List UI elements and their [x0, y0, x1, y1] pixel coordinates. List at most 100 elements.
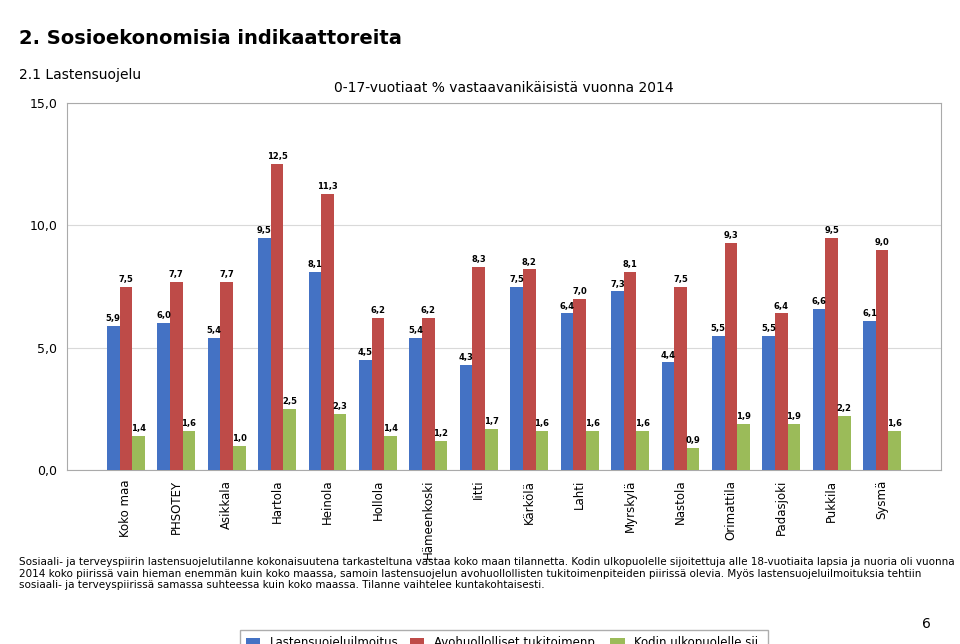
Text: 2.1 Lastensuojelu: 2.1 Lastensuojelu	[19, 68, 141, 82]
Bar	[813, 308, 826, 470]
Text: 12,5: 12,5	[267, 152, 288, 161]
Bar	[472, 267, 485, 470]
Bar	[221, 281, 233, 470]
Text: 1,6: 1,6	[887, 419, 902, 428]
Bar	[838, 416, 851, 470]
Text: 4,3: 4,3	[459, 353, 473, 362]
Text: 1,6: 1,6	[636, 419, 650, 428]
Bar	[207, 338, 221, 470]
Bar	[258, 238, 271, 470]
Text: 8,3: 8,3	[471, 255, 486, 264]
Text: 6,2: 6,2	[371, 307, 385, 316]
Text: 1,6: 1,6	[535, 419, 549, 428]
Text: 9,5: 9,5	[825, 225, 839, 234]
Bar	[334, 414, 347, 470]
Bar	[636, 431, 649, 470]
Text: 5,4: 5,4	[206, 326, 222, 335]
Text: 2,5: 2,5	[282, 397, 298, 406]
Bar	[435, 440, 447, 470]
Text: 8,1: 8,1	[623, 260, 637, 269]
Text: 6: 6	[923, 617, 931, 631]
Bar	[410, 338, 422, 470]
Text: 6,4: 6,4	[560, 301, 574, 310]
Text: 7,5: 7,5	[673, 274, 688, 283]
Bar	[586, 431, 598, 470]
Bar	[119, 287, 132, 470]
Text: 11,3: 11,3	[317, 182, 338, 191]
Bar	[182, 431, 195, 470]
Text: 1,0: 1,0	[231, 433, 247, 442]
Bar	[686, 448, 700, 470]
Text: 8,1: 8,1	[307, 260, 323, 269]
Text: 7,5: 7,5	[118, 274, 133, 283]
Bar	[536, 431, 548, 470]
Text: 4,4: 4,4	[660, 350, 676, 359]
Bar	[460, 365, 472, 470]
Text: 5,4: 5,4	[408, 326, 423, 335]
Bar	[132, 436, 145, 470]
Text: 2,2: 2,2	[837, 404, 852, 413]
Text: 7,0: 7,0	[572, 287, 587, 296]
Text: 6,6: 6,6	[811, 297, 827, 306]
Text: 1,9: 1,9	[736, 412, 751, 421]
Text: 4,5: 4,5	[358, 348, 372, 357]
Text: 5,9: 5,9	[106, 314, 121, 323]
Text: 7,7: 7,7	[169, 270, 183, 279]
Text: 9,0: 9,0	[875, 238, 890, 247]
Bar	[863, 321, 876, 470]
Bar	[889, 431, 901, 470]
Text: 5,5: 5,5	[710, 323, 726, 332]
Bar	[762, 336, 775, 470]
Bar	[308, 272, 322, 470]
Bar	[775, 314, 787, 470]
Bar	[725, 243, 737, 470]
Bar	[573, 299, 586, 470]
Text: 1,6: 1,6	[585, 419, 600, 428]
Bar	[384, 436, 396, 470]
Bar	[712, 336, 725, 470]
Bar	[674, 287, 686, 470]
Bar	[876, 250, 889, 470]
Text: 0,9: 0,9	[685, 436, 701, 445]
Text: 2,3: 2,3	[333, 402, 348, 411]
Bar	[107, 326, 119, 470]
Text: 6,0: 6,0	[156, 311, 171, 320]
Text: 6,2: 6,2	[420, 307, 436, 316]
Bar	[422, 318, 435, 470]
Bar	[511, 287, 523, 470]
Bar	[170, 281, 182, 470]
Title: 0-17-vuotiaat % vastaavanikäisistä vuonna 2014: 0-17-vuotiaat % vastaavanikäisistä vuonn…	[334, 81, 674, 95]
Bar	[561, 314, 573, 470]
Bar	[826, 238, 838, 470]
Text: 7,5: 7,5	[509, 274, 524, 283]
Bar	[612, 292, 624, 470]
Bar	[737, 424, 750, 470]
Text: 8,2: 8,2	[522, 258, 537, 267]
Text: 1,6: 1,6	[181, 419, 197, 428]
Text: 6,1: 6,1	[862, 309, 877, 318]
Text: 1,2: 1,2	[434, 429, 448, 438]
Bar	[624, 272, 636, 470]
Bar	[372, 318, 384, 470]
Bar	[523, 269, 536, 470]
Bar	[283, 409, 296, 470]
Text: 9,5: 9,5	[257, 225, 272, 234]
Bar	[787, 424, 801, 470]
Bar	[233, 446, 246, 470]
Bar	[661, 363, 674, 470]
Bar	[271, 164, 283, 470]
Text: 1,4: 1,4	[131, 424, 146, 433]
Text: Sosiaali- ja terveyspiirin lastensuojelutilanne kokonaisuutena tarkasteltuna vas: Sosiaali- ja terveyspiirin lastensuojelu…	[19, 557, 955, 591]
Text: 1,4: 1,4	[383, 424, 398, 433]
Text: 6,4: 6,4	[774, 301, 789, 310]
Text: 7,3: 7,3	[610, 279, 625, 289]
Text: 1,9: 1,9	[786, 412, 802, 421]
Bar	[359, 360, 372, 470]
Bar	[485, 428, 497, 470]
Text: 9,3: 9,3	[724, 231, 738, 240]
Text: 2. Sosioekonomisia indikaattoreita: 2. Sosioekonomisia indikaattoreita	[19, 29, 402, 48]
Text: 1,7: 1,7	[484, 417, 499, 426]
Text: 7,7: 7,7	[219, 270, 234, 279]
Legend: Lastensuojeluilmoitus, Avohuollolliset tukitoimenp., Kodin ulkopuolelle sij.: Lastensuojeluilmoitus, Avohuollolliset t…	[240, 630, 768, 644]
Text: 5,5: 5,5	[761, 323, 777, 332]
